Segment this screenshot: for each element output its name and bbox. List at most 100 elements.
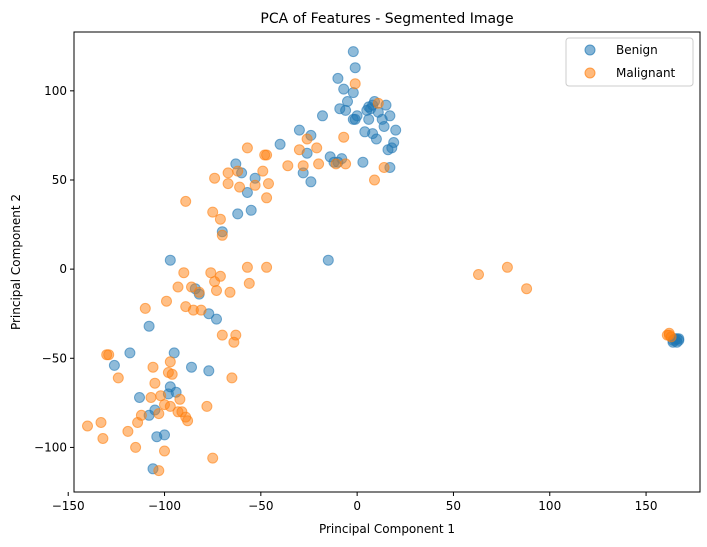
point-malignant-72 xyxy=(159,445,170,457)
point-benign-55 xyxy=(124,347,136,359)
point-malignant-13 xyxy=(241,142,253,154)
point-benign-50 xyxy=(164,254,176,266)
point-malignant-24 xyxy=(180,195,192,207)
point-malignant-77 xyxy=(97,433,109,444)
point-benign-41 xyxy=(274,138,286,150)
point-malignant-38 xyxy=(211,285,222,296)
point-malignant-37 xyxy=(209,276,221,288)
point-malignant-11 xyxy=(369,174,380,186)
point-malignant-55 xyxy=(166,368,178,380)
point-malignant-64 xyxy=(176,406,188,418)
legend-box xyxy=(565,37,694,87)
point-benign-26 xyxy=(370,133,382,145)
legend-label-malignant: Malignant xyxy=(616,66,676,80)
point-malignant-10 xyxy=(340,158,352,170)
legend-label-benign: Benign xyxy=(616,43,658,57)
point-malignant-4 xyxy=(301,133,313,145)
point-benign-54 xyxy=(211,313,222,325)
point-malignant-56 xyxy=(149,377,161,389)
point-malignant-85 xyxy=(663,329,675,341)
x-axis: −150 −100 −50 0 50 100 150 xyxy=(52,492,658,513)
point-malignant-36 xyxy=(193,286,205,298)
point-malignant-39 xyxy=(243,277,255,289)
point-malignant-58 xyxy=(145,392,157,403)
point-benign-25 xyxy=(363,113,375,125)
point-benign-2 xyxy=(332,72,344,84)
point-malignant-67 xyxy=(132,417,144,428)
point-benign-1 xyxy=(349,62,361,74)
point-benign-21 xyxy=(388,137,400,148)
point-malignant-26 xyxy=(214,213,226,225)
point-malignant-6 xyxy=(282,160,294,172)
point-malignant-18 xyxy=(234,181,246,193)
point-malignant-41 xyxy=(161,295,172,307)
point-malignant-12 xyxy=(378,162,390,173)
point-malignant-48 xyxy=(228,336,240,348)
point-malignant-75 xyxy=(82,420,93,432)
legend-marker-benign xyxy=(584,44,596,56)
point-malignant-7 xyxy=(297,160,309,172)
point-malignant-45 xyxy=(195,304,207,316)
point-malignant-68 xyxy=(122,425,134,437)
point-malignant-61 xyxy=(164,400,176,412)
point-malignant-76 xyxy=(95,417,107,428)
x-axis-label: Principal Component 1 xyxy=(319,522,455,536)
point-benign-4 xyxy=(347,87,359,99)
point-malignant-35 xyxy=(186,281,197,293)
point-benign-22 xyxy=(382,144,394,156)
point-malignant-31 xyxy=(178,267,190,279)
x-tick-label: 50 xyxy=(446,499,461,513)
point-malignant-8 xyxy=(313,158,325,170)
point-malignant-20 xyxy=(263,178,274,190)
point-benign-3 xyxy=(338,83,350,95)
point-malignant-46 xyxy=(216,329,228,341)
point-benign-58 xyxy=(168,347,180,359)
point-malignant-0 xyxy=(349,78,361,90)
point-malignant-40 xyxy=(224,286,236,298)
point-benign-56 xyxy=(108,359,120,371)
point-malignant-23 xyxy=(222,178,234,190)
point-malignant-1 xyxy=(372,97,384,109)
point-malignant-74 xyxy=(207,452,219,464)
point-benign-29 xyxy=(317,110,328,122)
point-malignant-3 xyxy=(293,144,305,156)
point-benign-17 xyxy=(378,121,390,132)
chart-title: PCA of Features - Segmented Image xyxy=(260,11,513,27)
point-malignant-53 xyxy=(164,356,176,368)
point-benign-19 xyxy=(390,124,402,136)
point-benign-62 xyxy=(186,361,197,373)
plot-area xyxy=(82,46,685,477)
y-tick-label: 0 xyxy=(59,262,67,276)
point-malignant-52 xyxy=(147,361,159,373)
point-malignant-16 xyxy=(232,165,244,177)
point-malignant-81 xyxy=(521,283,533,295)
point-malignant-73 xyxy=(153,465,165,477)
point-benign-47 xyxy=(245,204,257,216)
point-malignant-28 xyxy=(216,229,228,241)
x-tick-label: −50 xyxy=(248,499,273,513)
point-benign-36 xyxy=(357,156,369,168)
point-malignant-21 xyxy=(257,165,269,177)
y-tick-label: 100 xyxy=(44,84,67,98)
point-benign-49 xyxy=(322,254,334,266)
point-benign-5 xyxy=(342,96,353,107)
point-malignant-15 xyxy=(261,149,273,161)
point-malignant-34 xyxy=(172,281,184,293)
x-tick-label: 0 xyxy=(353,499,361,513)
point-benign-64 xyxy=(134,392,145,403)
point-malignant-49 xyxy=(226,372,238,384)
y-tick-label: −50 xyxy=(42,351,67,365)
legend-marker-malignant xyxy=(584,67,596,79)
point-malignant-71 xyxy=(130,441,142,453)
point-malignant-51 xyxy=(112,372,124,384)
legend: Benign Malignant xyxy=(565,37,694,87)
point-benign-63 xyxy=(203,365,215,377)
point-malignant-29 xyxy=(241,261,253,273)
point-benign-7 xyxy=(340,104,352,116)
point-malignant-30 xyxy=(261,261,273,273)
point-benign-0 xyxy=(347,46,359,58)
point-malignant-70 xyxy=(201,400,213,412)
point-benign-18 xyxy=(384,110,396,122)
point-malignant-19 xyxy=(249,179,261,191)
point-malignant-22 xyxy=(209,172,221,184)
